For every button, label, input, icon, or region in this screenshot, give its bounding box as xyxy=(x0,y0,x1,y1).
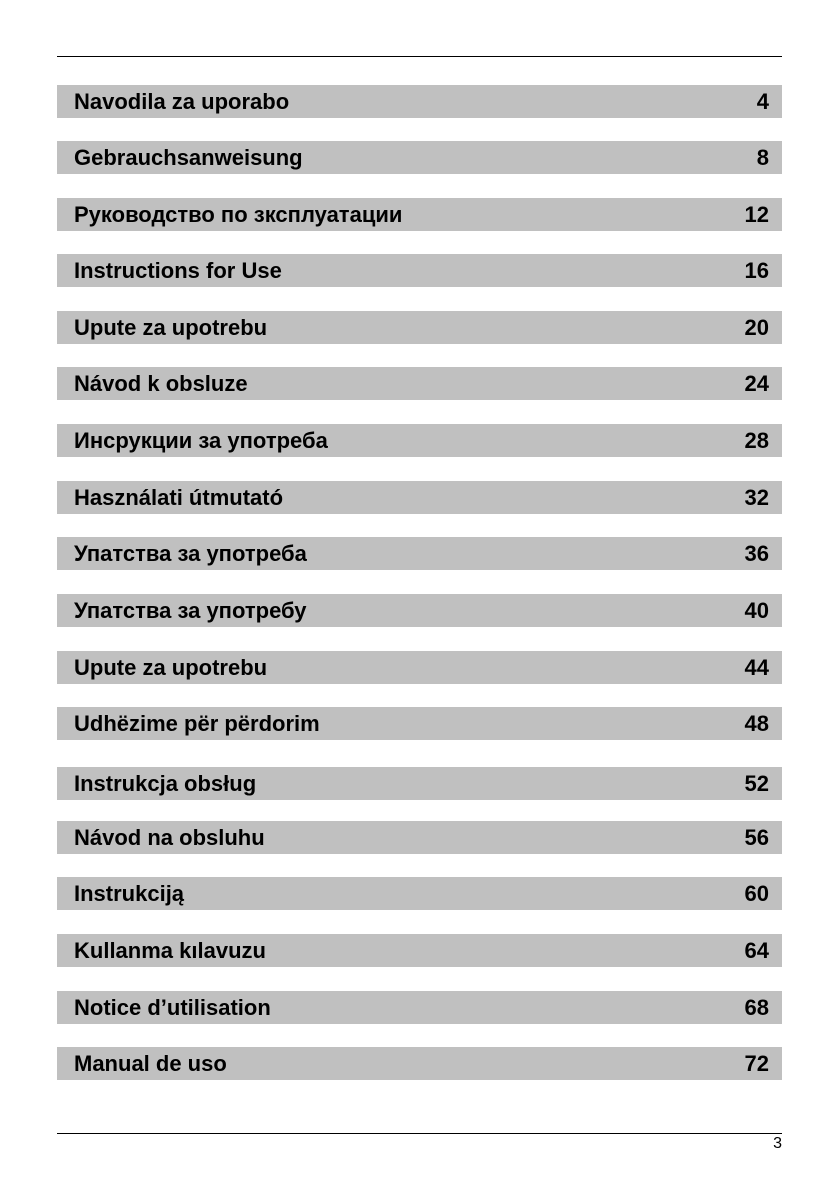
toc-entry-page: 44 xyxy=(744,654,769,680)
toc-entry: Használati útmutató 32 xyxy=(57,481,782,514)
toc-entry-page: 40 xyxy=(744,597,769,623)
toc-entry: Руководство по зксплуатации 12 xyxy=(57,198,782,231)
toc-entry: Návod k obsluze 24 xyxy=(57,367,782,400)
page-number: 3 xyxy=(773,1135,782,1152)
toc-entry-title: Upute za upotrebu xyxy=(74,314,268,340)
toc-entry: Kullanma kılavuzu 64 xyxy=(57,934,782,967)
toc-entry: Упатства за употреба 36 xyxy=(57,537,782,570)
toc-entry-page: 48 xyxy=(744,710,769,736)
toc-entry: Instrukciją 60 xyxy=(57,877,782,910)
toc-entry-title: Instructions for Use xyxy=(74,257,282,283)
toc-entry: Udhëzime për përdorim 48 xyxy=(57,707,782,740)
toc-entry-title: Használati útmutató xyxy=(74,484,284,510)
toc-entry: Manual de uso 72 xyxy=(57,1047,782,1080)
toc-entry-page: 68 xyxy=(744,994,769,1020)
toc-entry: Navodila za uporabo 4 xyxy=(57,85,782,118)
toc-entry: Упатства за употребу 40 xyxy=(57,594,782,627)
toc-entry-title: Упатства за употреба xyxy=(74,540,307,566)
toc-entry-title: Návod na obsluhu xyxy=(74,824,265,850)
toc-entry-page: 56 xyxy=(744,824,769,850)
toc-entry-title: Инсрукции за употреба xyxy=(74,427,328,453)
toc-entry-title: Notice d’utilisation xyxy=(74,994,271,1020)
toc-entry-title: Руководство по зксплуатации xyxy=(74,201,403,227)
toc-entry-page: 36 xyxy=(744,540,769,566)
toc-entry-title: Návod k obsluze xyxy=(74,370,248,396)
top-rule xyxy=(57,56,782,57)
toc-entry-page: 24 xyxy=(744,370,769,396)
toc-entry: Upute za upotrebu 44 xyxy=(57,651,782,684)
toc-entry-page: 60 xyxy=(744,880,769,906)
toc-entry-title: Navodila za uporabo xyxy=(74,88,290,114)
toc-entry: Instrukcja obsług 52 xyxy=(57,767,782,800)
toc-entry: Gebrauchsanweisung 8 xyxy=(57,141,782,174)
toc-entry-title: Gebrauchsanweisung xyxy=(74,144,303,170)
toc-entry-page: 8 xyxy=(756,144,769,170)
toc-entry-title: Instrukcja obsług xyxy=(74,770,257,796)
toc-entry-page: 16 xyxy=(744,257,769,283)
toc-entry-title: Упатства за употребу xyxy=(74,597,307,623)
toc-entry-page: 52 xyxy=(744,770,769,796)
bottom-rule xyxy=(57,1133,782,1134)
toc-entry-page: 32 xyxy=(744,484,769,510)
toc-entry-page: 20 xyxy=(744,314,769,340)
toc-entry: Инсрукции за употреба 28 xyxy=(57,424,782,457)
toc-entry-page: 72 xyxy=(744,1050,769,1076)
toc-entry: Upute za upotrebu 20 xyxy=(57,311,782,344)
toc-entry-page: 64 xyxy=(744,937,769,963)
toc-entry-title: Instrukciją xyxy=(74,880,185,906)
toc-entry: Instructions for Use 16 xyxy=(57,254,782,287)
toc-entry: Návod na obsluhu 56 xyxy=(57,821,782,854)
toc-entry-title: Kullanma kılavuzu xyxy=(74,937,266,963)
toc-entry-title: Upute za upotrebu xyxy=(74,654,268,680)
toc-entry-page: 28 xyxy=(744,427,769,453)
toc-entry-title: Manual de uso xyxy=(74,1050,227,1076)
toc-entry-page: 12 xyxy=(744,201,769,227)
toc-entry-page: 4 xyxy=(756,88,769,114)
toc-entry-title: Udhëzime për përdorim xyxy=(74,710,320,736)
toc-entry: Notice d’utilisation 68 xyxy=(57,991,782,1024)
